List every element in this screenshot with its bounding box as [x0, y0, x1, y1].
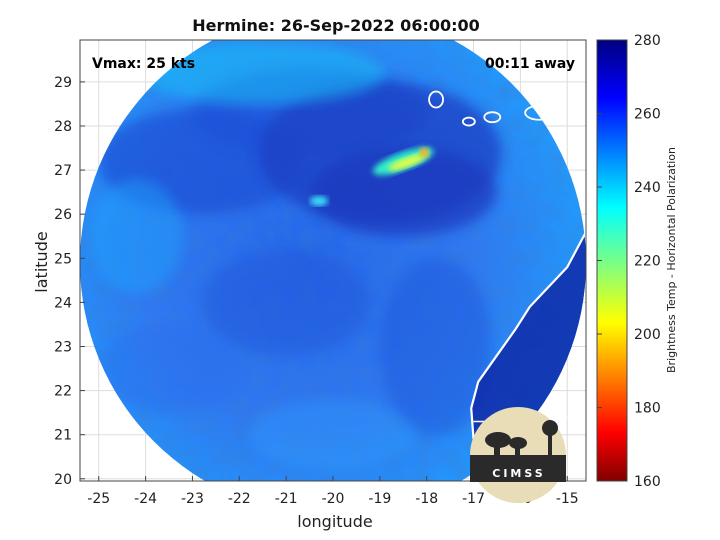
cloud-blob — [98, 324, 240, 413]
y-axis-label: latitude — [32, 231, 51, 292]
cimss-logo-text: CIMSS — [492, 467, 545, 480]
texture-group — [80, 40, 586, 481]
y-axis-ticks: 20 21 22 23 24 25 26 27 28 29 — [54, 75, 85, 488]
cloud-blob — [201, 249, 371, 356]
y-tick-label: 21 — [54, 428, 72, 444]
x-tick-label: -22 — [228, 491, 251, 507]
colorbar-tick-label: 220 — [634, 254, 661, 270]
colorbar-label: Brightness Temp - Horizontal Polarizatio… — [665, 147, 678, 373]
y-tick-label: 23 — [54, 339, 72, 355]
cloud-blob — [309, 148, 497, 237]
colorbar-tick-label: 160 — [634, 474, 661, 490]
warm-feature-peak — [419, 147, 430, 158]
colorbar-tick-label: 280 — [634, 33, 661, 49]
x-tick-label: -17 — [462, 491, 485, 507]
colorbar-tick-label: 180 — [634, 401, 661, 417]
x-tick-label: -23 — [181, 491, 204, 507]
cloud-blob — [248, 399, 418, 470]
time-label: 00:11 away — [485, 56, 575, 72]
colorbar-ticks: 160 180 200 220 240 260 280 — [597, 33, 661, 490]
island-outline — [584, 103, 586, 113]
swath-texture — [80, 40, 586, 481]
y-tick-label: 26 — [54, 207, 72, 223]
colorbar-tick-label: 240 — [634, 180, 661, 196]
warm-feature-secondary — [309, 195, 328, 206]
warm-features — [309, 147, 434, 206]
island-outline — [524, 104, 555, 121]
island-outline — [428, 90, 444, 109]
x-tick-label: -19 — [368, 491, 391, 507]
vmax-label: Vmax: 25 kts — [92, 56, 195, 72]
cloud-blob — [89, 178, 184, 294]
coastline — [470, 231, 586, 440]
y-tick-label: 20 — [54, 472, 72, 488]
cloud-blob — [140, 42, 385, 104]
y-tick-label: 25 — [54, 251, 72, 267]
warm-feature-core — [388, 153, 427, 171]
y-tick-label: 28 — [54, 119, 72, 135]
y-tick-label: 29 — [54, 75, 72, 91]
colorbar: 160 180 200 220 240 260 280 Brightness Temp - … — [596, 33, 678, 490]
island-outline — [461, 116, 476, 127]
x-axis-label: longitude — [297, 512, 372, 531]
x-tick-label: -18 — [415, 491, 438, 507]
plot-area — [79, 39, 587, 482]
colorbar-tick-label: 260 — [634, 107, 661, 123]
y-tick-label: 22 — [54, 384, 72, 400]
x-tick-label: -25 — [87, 491, 110, 507]
x-tick-label: -15 — [556, 491, 579, 507]
island-outline — [483, 111, 502, 124]
cimss-logo: CIMSS — [470, 407, 566, 503]
y-tick-label: 24 — [54, 295, 72, 311]
y-tick-label: 27 — [54, 163, 72, 179]
swath-disk — [80, 40, 586, 481]
x-tick-label: -24 — [134, 491, 157, 507]
cloud-blob — [379, 258, 493, 435]
x-axis-ticks: -25-24-23-22-21-20-19-18-17-16-15 — [87, 476, 579, 507]
x-tick-label: -21 — [275, 491, 298, 507]
x-tick-label: -20 — [322, 491, 345, 507]
chart-title: Hermine: 26-Sep-2022 06:00:00 — [192, 16, 480, 35]
colorbar-tick-label: 200 — [634, 327, 661, 343]
